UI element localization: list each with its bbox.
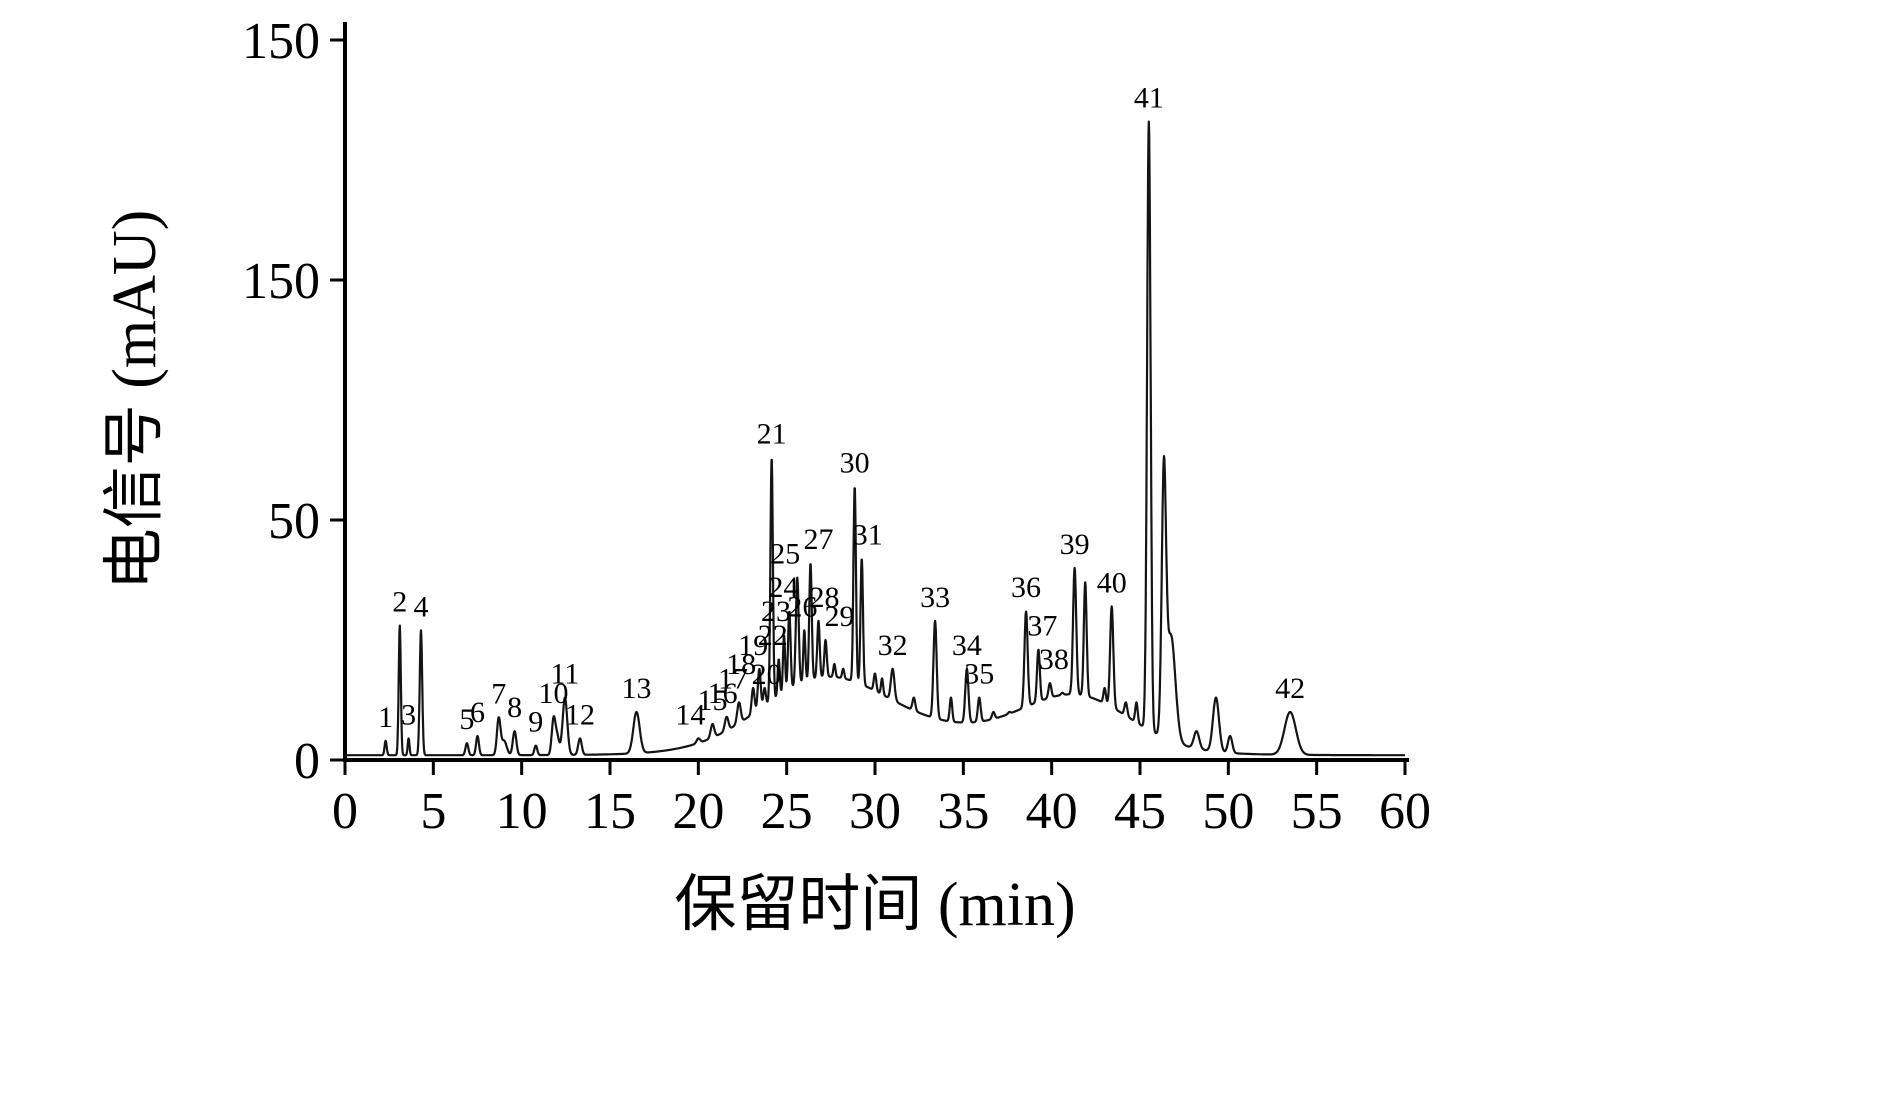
peak-label-33: 33: [920, 581, 950, 614]
peak-label-27: 27: [804, 523, 834, 556]
peak-label-15: 15: [697, 684, 727, 717]
y-tick-label: 150: [242, 253, 320, 310]
peak-label-32: 32: [878, 629, 908, 662]
y-axis-title: 电信号 (mAU): [101, 210, 169, 591]
y-tick-label: 150: [242, 13, 320, 70]
x-tick-label: 55: [1291, 783, 1343, 840]
peak-label-36: 36: [1011, 571, 1041, 604]
peak-label-25: 25: [770, 538, 800, 571]
x-tick-label: 45: [1114, 783, 1166, 840]
x-tick-label: 0: [332, 783, 358, 840]
y-axis-ticks: 0 50 150 150: [242, 13, 345, 790]
peak-label-18: 18: [726, 648, 756, 681]
peak-label-13: 13: [622, 672, 652, 705]
peak-label-26: 26: [787, 590, 817, 623]
x-tick-label: 25: [761, 783, 813, 840]
peak-label-1: 1: [378, 701, 393, 734]
peak-label-42: 42: [1275, 672, 1305, 705]
peak-label-20: 20: [752, 658, 782, 691]
peak-label-30: 30: [840, 446, 870, 479]
peak-label-39: 39: [1060, 528, 1090, 561]
peak-label-12: 12: [565, 698, 595, 731]
x-tick-label: 5: [420, 783, 446, 840]
peak-label-22: 22: [758, 619, 788, 652]
peak-label-16: 16: [708, 677, 738, 710]
x-tick-label: 50: [1202, 783, 1254, 840]
peak-label-3: 3: [401, 698, 416, 731]
signal-trace: [344, 120, 1406, 757]
x-tick-label: 10: [496, 783, 548, 840]
peak-label-17: 17: [718, 662, 748, 695]
peak-label-34: 34: [952, 629, 982, 662]
x-axis-title: 保留时间 (min): [674, 871, 1075, 939]
peak-label-2: 2: [392, 586, 407, 619]
trace: [344, 120, 1406, 757]
peak-label-10: 10: [538, 677, 568, 710]
x-tick-label: 40: [1026, 783, 1078, 840]
y-tick-label: 0: [294, 733, 320, 790]
y-tick-label: 50: [268, 493, 320, 550]
peak-label-37: 37: [1027, 610, 1057, 643]
peak-label-5: 5: [459, 703, 474, 736]
peak-label-38: 38: [1039, 643, 1069, 676]
peak-label-28: 28: [809, 581, 839, 614]
plot-area: 0 5 10 15 20 25 30 35 40 45 50 55 600501501501234567…: [242, 13, 1431, 840]
peak-label-11: 11: [551, 658, 580, 691]
x-tick-label: 15: [584, 783, 636, 840]
peak-label-6: 6: [470, 696, 485, 729]
peak-label-19: 19: [738, 629, 768, 662]
peak-label-14: 14: [675, 698, 705, 731]
x-axis-ticks: 0 5 10 15 20 25 30 35 40 45 50 55 60: [332, 760, 1431, 840]
peak-label-29: 29: [825, 600, 855, 633]
peak-label-35: 35: [964, 658, 994, 691]
peak-label-21: 21: [757, 418, 787, 451]
peak-label-41: 41: [1134, 82, 1164, 115]
peak-label-4: 4: [413, 590, 428, 623]
peak-label-24: 24: [768, 571, 798, 604]
x-tick-label: 20: [672, 783, 724, 840]
peak-label-23: 23: [761, 595, 791, 628]
x-tick-label: 30: [849, 783, 901, 840]
x-tick-label: 60: [1379, 783, 1431, 840]
peak-label-9: 9: [528, 706, 543, 739]
x-tick-label: 35: [937, 783, 989, 840]
peak-label-8: 8: [507, 691, 522, 724]
peak-label-40: 40: [1097, 566, 1127, 599]
peak-label-31: 31: [853, 518, 883, 551]
peak-label-7: 7: [491, 677, 506, 710]
